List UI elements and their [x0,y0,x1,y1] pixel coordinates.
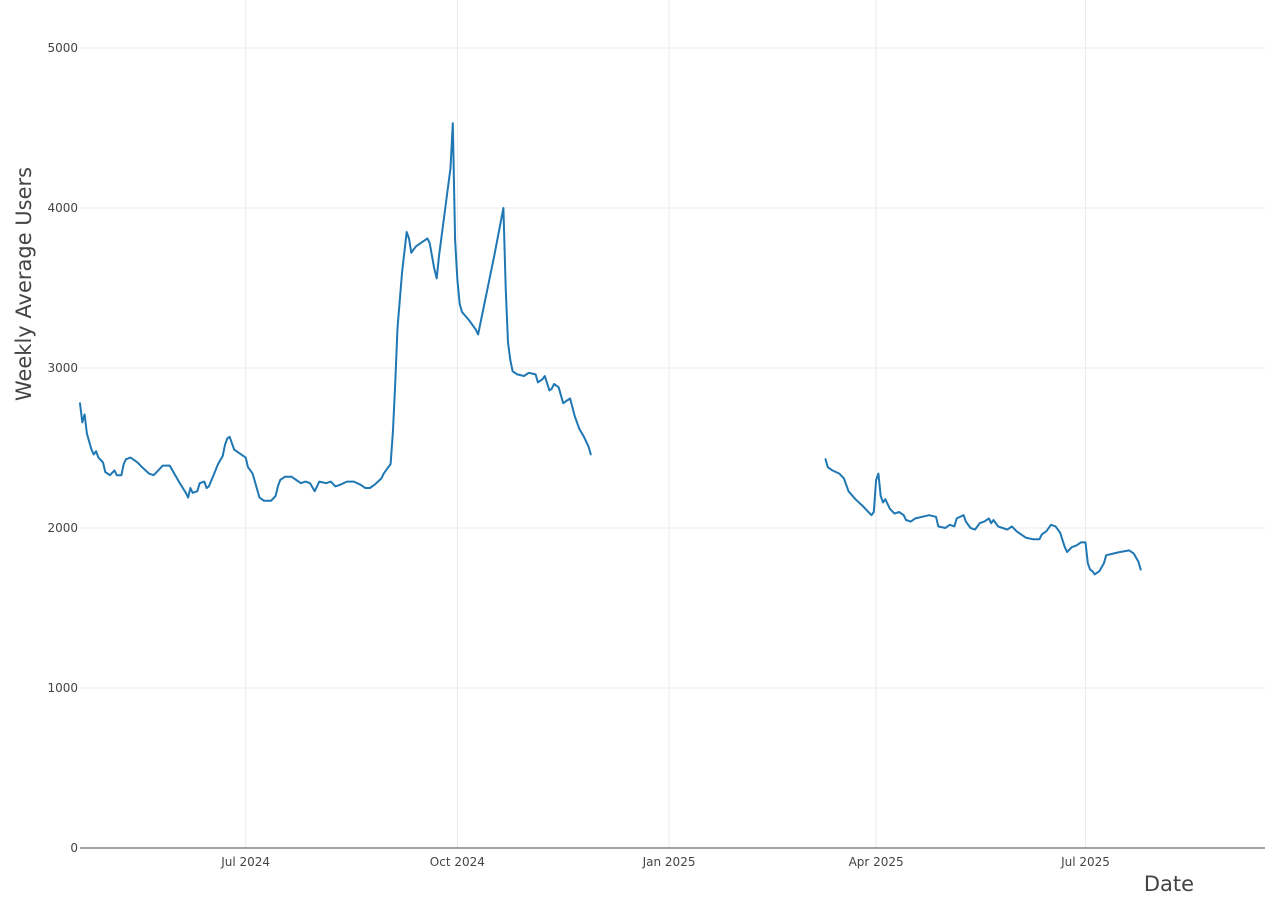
y-axis-title: Weekly Average Users [12,167,36,401]
series-line-segment-2 [824,458,1142,576]
x-tick-label: Apr 2025 [849,855,904,869]
labels: Weekly Average Users Date [12,167,1194,896]
y-tick-label: 3000 [47,361,78,375]
y-tick-label: 2000 [47,521,78,535]
x-tick-label: Jul 2025 [1060,855,1110,869]
y-tick-label: 1000 [47,681,78,695]
y-tick-label: 0 [70,841,78,855]
x-axis-title: Date [1144,872,1194,896]
x-tick-label: Jan 2025 [642,855,696,869]
x-tick-label: Jul 2024 [220,855,270,869]
grid [80,0,1265,848]
series-layer [79,122,1142,576]
y-tick-label: 5000 [47,41,78,55]
x-tick-label: Oct 2024 [430,855,485,869]
y-tick-label: 4000 [47,201,78,215]
axes: 0 1000 2000 3000 4000 5000 Jul 2024 Oct 2024 Jan… [47,41,1265,869]
series-line-segment-1 [79,122,592,502]
